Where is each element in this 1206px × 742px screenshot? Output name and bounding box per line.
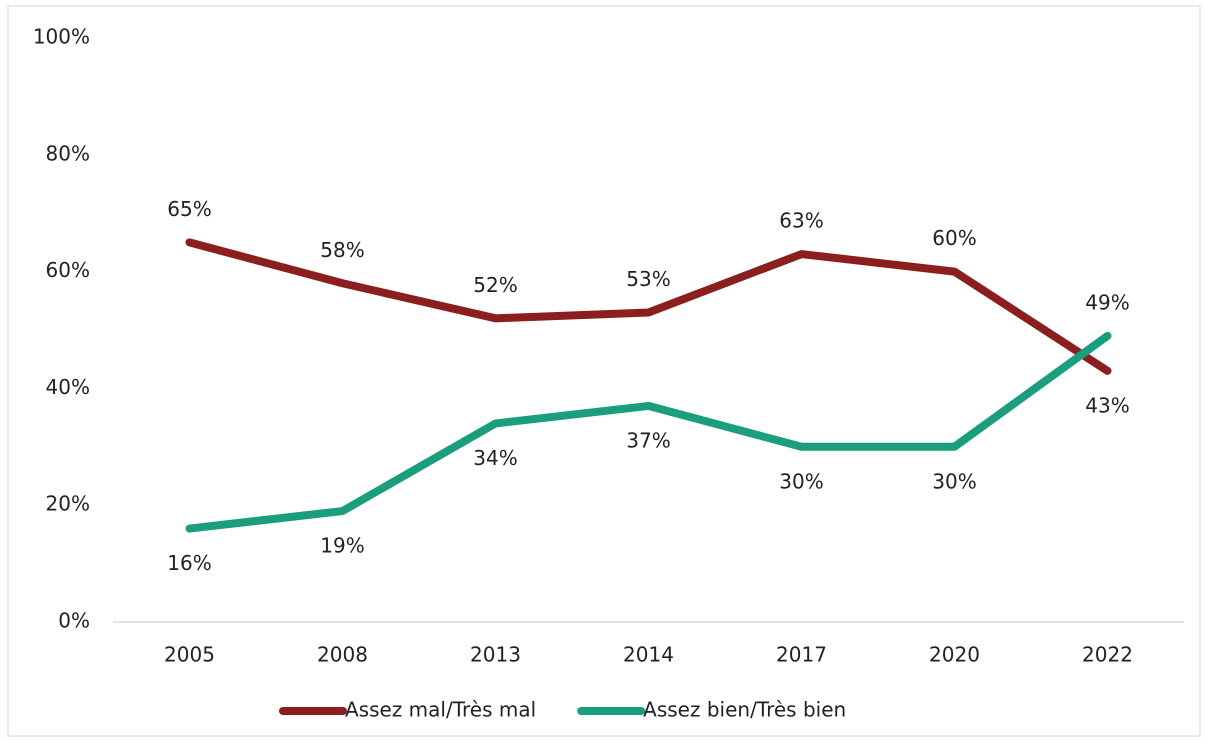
- y-tick-label: 20%: [46, 492, 90, 516]
- data-label: 43%: [1085, 393, 1129, 417]
- data-label: 19%: [320, 534, 364, 558]
- data-label: 37%: [626, 428, 670, 452]
- x-tick-label: 2005: [164, 643, 215, 667]
- y-tick-label: 100%: [33, 25, 90, 49]
- series-line: [185, 331, 1112, 533]
- x-tick-label: 2020: [929, 643, 980, 667]
- data-label: 52%: [473, 273, 517, 297]
- x-tick-label: 2022: [1082, 643, 1133, 667]
- legend-label: Assez mal/Très mal: [345, 698, 536, 722]
- y-tick-label: 0%: [58, 609, 90, 633]
- data-label: 34%: [473, 446, 517, 470]
- y-tick-label: 40%: [46, 375, 90, 399]
- data-label: 65%: [167, 197, 211, 221]
- x-tick-label: 2008: [317, 643, 368, 667]
- legend-label: Assez bien/Très bien: [643, 698, 846, 722]
- data-label: 16%: [167, 551, 211, 575]
- data-label: 60%: [932, 226, 976, 250]
- data-label: 63%: [779, 209, 823, 233]
- data-label: 53%: [626, 267, 670, 291]
- y-tick-label: 60%: [46, 258, 90, 282]
- data-label: 30%: [779, 469, 823, 493]
- y-tick-label: 80%: [46, 141, 90, 165]
- data-label: 30%: [932, 469, 976, 493]
- data-label: 58%: [320, 238, 364, 262]
- x-tick-label: 2014: [623, 643, 674, 667]
- chart-border: [7, 5, 1201, 737]
- x-tick-label: 2013: [470, 643, 521, 667]
- x-tick-label: 2017: [776, 643, 827, 667]
- series-line: [185, 238, 1112, 375]
- data-label: 49%: [1085, 290, 1129, 314]
